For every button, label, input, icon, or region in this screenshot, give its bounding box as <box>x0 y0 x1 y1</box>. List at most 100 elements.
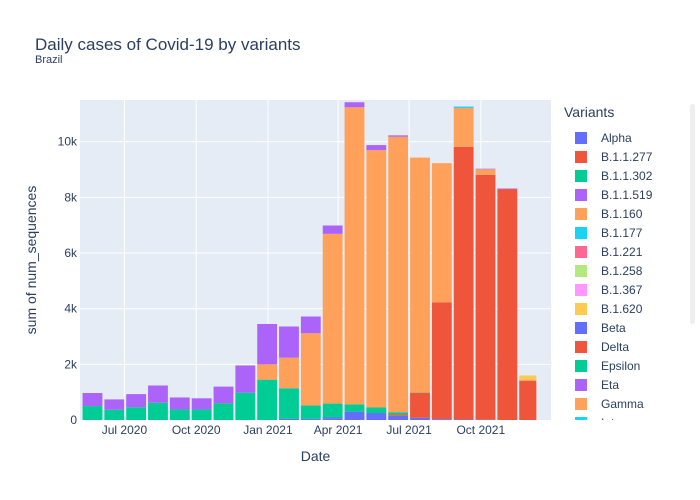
bar-segment <box>169 397 190 410</box>
bar-segment <box>322 418 343 420</box>
legend-swatch <box>575 131 587 144</box>
x-tick-label: Apr 2021 <box>314 423 363 437</box>
bar-segment <box>344 107 365 405</box>
bar-segment <box>82 393 103 407</box>
bar-segment <box>366 407 387 414</box>
legend-item[interactable]: B.1.1.277 <box>560 147 695 166</box>
legend-item[interactable]: B.1.177 <box>560 223 695 242</box>
x-axis-title: Date <box>301 448 331 464</box>
bar-segment <box>191 409 212 420</box>
chart-subtitle: Brazil <box>35 54 63 66</box>
bar-segment <box>410 157 430 393</box>
legend-swatch <box>575 226 587 239</box>
bar-segment <box>126 407 147 420</box>
bar-segment <box>366 413 387 420</box>
legend-item[interactable]: Epsilon <box>560 356 695 375</box>
bar-segment <box>475 169 496 175</box>
legend-item[interactable]: B.1.1.519 <box>560 185 695 204</box>
legend-items: Alpha B.1.1.277 B.1.1.302 B.1.1.519 B.1.160 B… <box>560 128 695 420</box>
bar-segment <box>344 404 365 412</box>
legend-swatch <box>575 321 587 334</box>
y-tick-label: 6k <box>64 246 78 260</box>
legend-label: Eta <box>601 377 620 392</box>
bar-segment <box>300 333 321 406</box>
bar-segment <box>519 379 537 382</box>
legend-item[interactable]: Delta <box>560 337 695 356</box>
bar-segment <box>279 326 299 358</box>
legend-label: B.1.221 <box>601 244 643 259</box>
legend-label: Delta <box>601 339 630 354</box>
bar-segment <box>497 189 518 420</box>
bar-segment <box>497 188 518 190</box>
bar-segment <box>344 102 365 108</box>
bar-segment <box>388 412 409 415</box>
bar-segment <box>213 403 234 420</box>
x-tick-label: Oct 2021 <box>456 423 505 437</box>
legend-swatch <box>575 397 587 410</box>
bar-segment <box>431 419 452 420</box>
y-tick-label: 10k <box>58 135 78 149</box>
bar-segment <box>431 163 452 303</box>
bar-segment <box>279 357 299 389</box>
chart-title: Daily cases of Covid-19 by variants <box>35 35 301 54</box>
legend-swatch <box>575 207 587 220</box>
bar-segment <box>104 399 125 410</box>
legend-label: Epsilon <box>601 358 641 373</box>
legend-swatch <box>575 150 587 163</box>
legend-item[interactable]: B.1.367 <box>560 280 695 299</box>
y-tick-label: 0 <box>70 413 77 427</box>
bar-segment <box>300 419 321 420</box>
legend-label: Alpha <box>601 130 632 145</box>
bar-segment <box>235 365 256 393</box>
bar-segment <box>148 402 168 420</box>
bar-segment <box>388 136 409 413</box>
bar-segment <box>410 417 430 420</box>
legend-item[interactable]: Alpha <box>560 128 695 147</box>
legend-label: Beta <box>601 320 626 335</box>
legend-label: B.1.367 <box>601 282 643 297</box>
legend-label: B.1.160 <box>601 206 643 221</box>
legend-label: B.1.1.302 <box>601 168 653 183</box>
legend-scrollbar[interactable] <box>690 104 695 324</box>
legend-swatch <box>575 188 587 201</box>
bar-segment <box>366 150 387 408</box>
legend-swatch <box>575 169 587 182</box>
bar-segment <box>322 225 343 234</box>
bar-segment <box>475 168 496 170</box>
legend-item[interactable]: B.1.258 <box>560 261 695 280</box>
legend: Variants Alpha B.1.1.277 B.1.1.302 B.1.1.51… <box>560 104 695 420</box>
legend-item[interactable]: B.1.160 <box>560 204 695 223</box>
bar-segment <box>191 398 212 410</box>
bar-segment <box>235 392 256 420</box>
bar-segment <box>213 386 234 404</box>
legend-item[interactable]: Gamma <box>560 394 695 413</box>
bar-segment <box>82 406 103 420</box>
bar-segment <box>126 394 147 408</box>
legend-item[interactable]: Eta <box>560 375 695 394</box>
legend-title: Variants <box>564 104 615 120</box>
bar-segment <box>300 418 321 420</box>
bar-segment <box>453 146 474 420</box>
legend-label: B.1.258 <box>601 263 643 278</box>
x-tick-label: Jul 2020 <box>102 423 148 437</box>
bar-segment <box>169 409 190 420</box>
bar-segment <box>279 418 299 420</box>
bar-segment <box>453 106 474 108</box>
y-tick-label: 8k <box>64 190 78 204</box>
legend-label: B.1.1.519 <box>601 187 653 202</box>
bar-segment <box>322 403 343 418</box>
legend-item[interactable]: B.1.221 <box>560 242 695 261</box>
legend-item[interactable]: Iota <box>560 413 695 420</box>
legend-swatch <box>575 245 587 258</box>
legend-item[interactable]: Beta <box>560 318 695 337</box>
legend-swatch <box>575 283 587 296</box>
legend-item[interactable]: B.1.620 <box>560 299 695 318</box>
legend-swatch <box>575 378 587 391</box>
legend-swatch <box>575 416 587 420</box>
legend-item[interactable]: B.1.1.302 <box>560 166 695 185</box>
bar-segment <box>519 381 537 420</box>
bar-segment <box>322 417 343 419</box>
bar-segment <box>300 316 321 334</box>
legend-swatch <box>575 264 587 277</box>
